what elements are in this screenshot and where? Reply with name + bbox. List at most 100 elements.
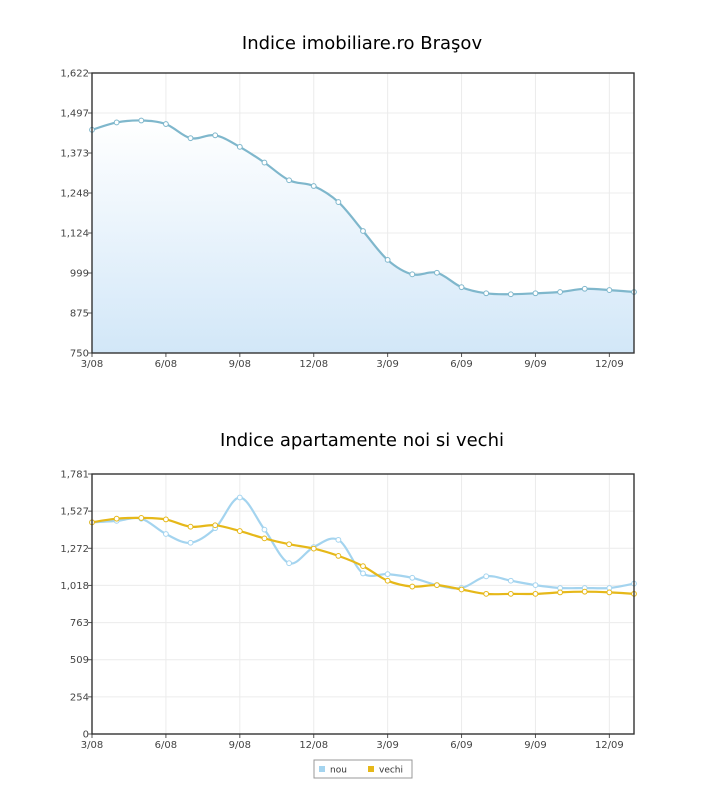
- x-tick-label: 6/09: [450, 359, 472, 370]
- data-point: [532, 590, 539, 597]
- y-tick-label: 1,781: [60, 470, 89, 481]
- data-point: [163, 531, 169, 537]
- data-point: [360, 570, 366, 577]
- data-point: [138, 117, 145, 124]
- data-point: [483, 573, 490, 580]
- data-point: [507, 590, 514, 597]
- data-point: [557, 289, 563, 295]
- y-tick-label: 1,124: [60, 229, 89, 240]
- data-point: [286, 177, 292, 184]
- data-point: [335, 199, 342, 205]
- y-tick-label: 1,248: [60, 189, 89, 200]
- data-point: [113, 515, 120, 522]
- series-line-vechi: [91, 516, 635, 596]
- data-point: [360, 228, 366, 234]
- data-point: [113, 119, 120, 126]
- legend-swatch: [368, 766, 374, 772]
- y-tick-label: 509: [70, 655, 89, 666]
- legend-label: vechi: [379, 766, 403, 776]
- chart-title: Indice imobiliare.ro Braşov: [242, 33, 483, 54]
- data-point: [212, 132, 219, 139]
- data-point: [409, 583, 416, 590]
- x-tick-label: 12/09: [595, 740, 624, 751]
- series-area-fill: [92, 120, 634, 353]
- y-tick-label: 1,018: [60, 581, 89, 592]
- x-tick-label: 6/08: [155, 359, 177, 370]
- data-point: [163, 121, 169, 127]
- data-point: [384, 256, 391, 263]
- data-point: [409, 271, 416, 278]
- x-tick-label: 12/08: [299, 740, 328, 751]
- x-tick-label: 6/09: [450, 740, 472, 751]
- data-point: [187, 135, 194, 142]
- chart-brasov-index: Indice imobiliare.ro Braşov 750 875 999 1,1…: [60, 33, 637, 370]
- data-point: [458, 284, 465, 291]
- data-point: [335, 536, 342, 543]
- y-tick-label: 0: [83, 730, 89, 741]
- x-tick-label: 3/09: [376, 359, 398, 370]
- data-point: [434, 269, 440, 276]
- x-tick-label: 12/08: [299, 359, 328, 370]
- data-point: [532, 290, 539, 297]
- y-tick-label: 1,272: [60, 544, 89, 555]
- data-point: [310, 183, 317, 189]
- y-tick-label: 1,497: [60, 109, 89, 120]
- legend-swatch: [319, 766, 325, 772]
- x-tick-label: 6/08: [155, 740, 177, 751]
- y-tick-label: 999: [70, 269, 89, 280]
- grid: [88, 473, 634, 738]
- data-point: [261, 159, 268, 166]
- chart-new-old-apartments: Indice apartamente noi si vechi 0 254 509 7…: [60, 430, 637, 779]
- plot-frame: [91, 72, 635, 354]
- data-point: [138, 515, 145, 521]
- x-tick-label: 9/09: [524, 359, 546, 370]
- legend-label: nou: [330, 766, 347, 776]
- legend: nou vechi: [313, 759, 413, 779]
- x-tick-label: 9/08: [229, 359, 251, 370]
- chart-title: Indice apartamente noi si vechi: [220, 430, 504, 451]
- data-point: [384, 571, 391, 578]
- data-point: [507, 577, 514, 584]
- data-point: [236, 528, 243, 534]
- data-point: [606, 589, 613, 596]
- data-point: [286, 560, 292, 567]
- x-tick-label: 3/08: [81, 359, 103, 370]
- data-point: [335, 552, 342, 559]
- x-tick-label: 3/08: [81, 740, 103, 751]
- plot-frame: [91, 473, 635, 735]
- data-point: [483, 590, 490, 597]
- data-point: [507, 291, 514, 298]
- y-tick-label: 875: [70, 309, 89, 320]
- x-tick-label: 3/09: [376, 740, 398, 751]
- x-tick-label: 9/08: [229, 740, 251, 751]
- y-tick-label: 254: [70, 692, 89, 703]
- data-point: [360, 563, 366, 570]
- x-tick-label: 12/09: [595, 359, 624, 370]
- y-tick-label: 1,622: [60, 69, 89, 80]
- data-point: [581, 285, 588, 292]
- data-point: [261, 526, 268, 533]
- data-point: [483, 290, 490, 297]
- data-point: [286, 541, 292, 548]
- data-point: [187, 523, 194, 530]
- data-point: [236, 494, 243, 501]
- data-point: [458, 586, 465, 593]
- data-point: [606, 287, 613, 293]
- y-tick-label: 750: [70, 349, 89, 360]
- data-point: [163, 516, 169, 523]
- data-point: [212, 522, 219, 529]
- data-point: [532, 582, 539, 588]
- data-point: [557, 589, 563, 596]
- data-point: [409, 574, 416, 581]
- data-point: [384, 577, 391, 584]
- y-tick-label: 1,527: [60, 507, 89, 518]
- data-point: [581, 588, 588, 595]
- data-point: [187, 539, 194, 546]
- data-point: [434, 582, 440, 588]
- x-tick-label: 9/09: [524, 740, 546, 751]
- data-point: [261, 535, 268, 542]
- data-point: [236, 143, 243, 150]
- y-tick-label: 763: [70, 618, 89, 629]
